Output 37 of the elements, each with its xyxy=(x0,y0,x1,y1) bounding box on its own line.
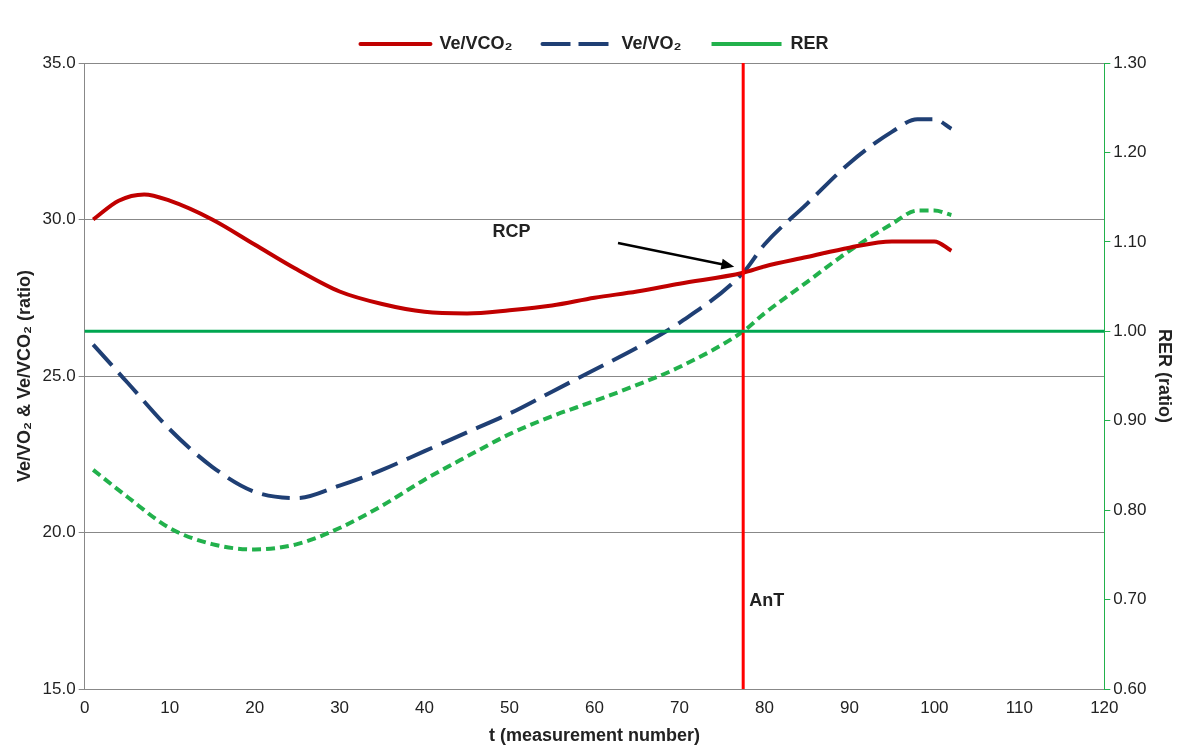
x-axis-title: t (measurement number) xyxy=(488,725,701,746)
y-tick-label: 35.0 xyxy=(42,52,76,72)
x-tick-label: 10 xyxy=(160,697,180,717)
y2-tick-label: 1.20 xyxy=(1113,142,1147,162)
line-series xyxy=(91,117,954,501)
annotation: RCP xyxy=(492,220,531,241)
y-axis-title: Ve/VO₂ & Ve/VCO₂ (ratio) xyxy=(13,269,34,483)
y-tick-label: 15.0 xyxy=(42,678,76,698)
x-tick-label: 70 xyxy=(670,697,689,717)
x-tick-label: 110 xyxy=(1005,697,1033,717)
legend-label: RER xyxy=(790,32,829,53)
x-tick-label: 40 xyxy=(415,697,435,717)
x-tick-label: 90 xyxy=(839,697,859,717)
y2-tick-label: 0.70 xyxy=(1113,589,1147,609)
x-tick-label: 0 xyxy=(79,697,90,717)
ref-line-label: AnT xyxy=(749,590,785,611)
x-tick-label: 80 xyxy=(754,697,774,717)
y-tick-label: 30.0 xyxy=(42,209,76,229)
y2-tick-label: 1.30 xyxy=(1113,52,1147,72)
x-tick-label: 30 xyxy=(330,697,350,717)
y-tick-label: 20.0 xyxy=(42,522,76,542)
y2-tick-label: 1.00 xyxy=(1113,320,1147,340)
line-series xyxy=(91,192,954,316)
legend-label: Ve/VO₂ xyxy=(621,32,682,53)
y2-tick-label: 1.10 xyxy=(1113,231,1147,251)
x-tick-label: 50 xyxy=(500,697,519,717)
x-tick-label: 20 xyxy=(245,697,265,717)
legend-label: Ve/VCO₂ xyxy=(439,32,513,53)
y2-tick-label: 0.90 xyxy=(1113,410,1147,430)
line-series xyxy=(91,208,954,552)
x-tick-label: 120 xyxy=(1090,697,1119,717)
x-tick-label: 60 xyxy=(585,697,604,717)
y2-tick-label: 0.60 xyxy=(1113,678,1147,698)
y2-axis-title: RER (ratio) xyxy=(1155,329,1176,423)
x-tick-label: 100 xyxy=(920,697,949,717)
y-tick-label: 25.0 xyxy=(42,365,76,385)
y2-tick-label: 0.80 xyxy=(1113,499,1147,519)
